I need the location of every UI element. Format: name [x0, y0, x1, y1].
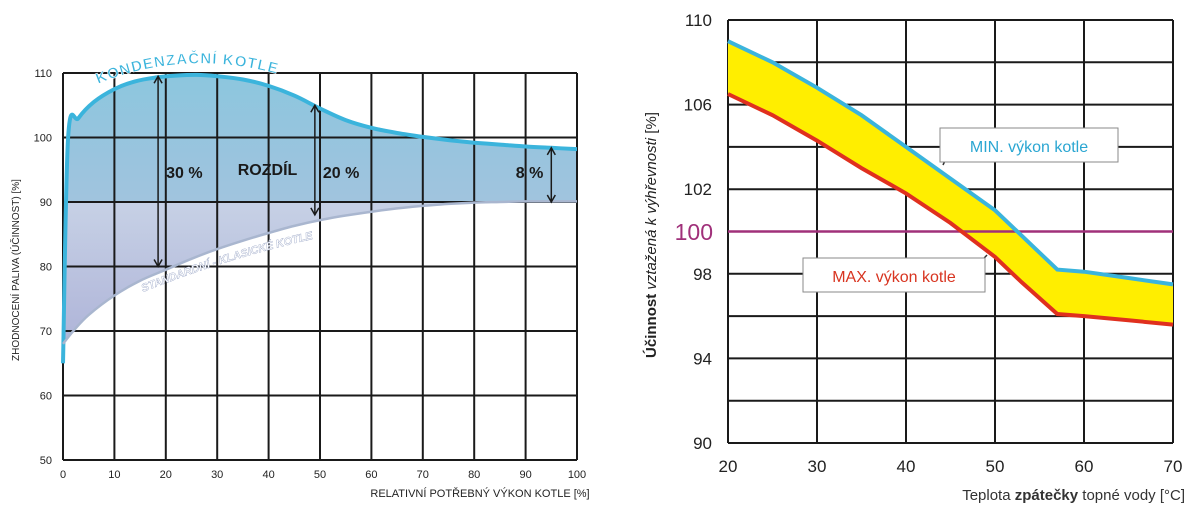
annotation-arrow-top [153, 74, 163, 84]
left-y-tick-label: 80 [40, 262, 52, 274]
right-x-tick-label: 30 [808, 457, 827, 476]
cond-line [61, 72, 578, 364]
right-y-tick-label: 106 [684, 96, 712, 115]
right-y-tick-label: 90 [693, 434, 712, 453]
right-x-tick-label: 50 [986, 457, 1005, 476]
annotation-arrow-bottom [310, 207, 320, 217]
left-y-axis-label: ZHODNOCENÍ PALIVA (ÚČINNOST) [%] [9, 179, 22, 361]
left-annotations: 30 % ROZDÍL 20 % 8 % [153, 74, 556, 269]
annotation-arrow-top [310, 103, 320, 113]
efficiency-band [728, 41, 1173, 325]
left-y-tick-label: 50 [40, 455, 52, 467]
left-y-tick-label: 60 [40, 391, 52, 403]
annotation-label: 20 % [323, 165, 359, 182]
chart-right: 20 30 40 50 60 70 90 94 98 102 106 110 100 MIN. vý… [642, 11, 1185, 504]
right-y-tick-label: 94 [693, 349, 712, 368]
annotation-label: ROZDÍL [238, 160, 298, 179]
reference-label-100: 100 [675, 219, 713, 245]
left-x-tick-label: 10 [108, 469, 120, 481]
left-y-tick-label: 100 [34, 133, 52, 145]
left-y-ticks: 50 60 70 80 90 100 110 [34, 68, 52, 467]
right-y-axis-label: Účinnost vztažená k výhřevnosti [%] [642, 112, 660, 358]
min-callout-box [939, 127, 1119, 163]
left-x-tick-label: 0 [60, 469, 66, 481]
right-y-tick-label: 110 [685, 11, 712, 30]
annotation-arrow-bottom [153, 259, 163, 269]
left-x-tick-label: 30 [211, 469, 223, 481]
left-x-axis-label: RELATIVNÍ POTŘEBNÝ VÝKON KOTLE [%] [370, 487, 589, 500]
annotation-label: 30 % [166, 165, 202, 182]
left-x-tick-label: 70 [417, 469, 429, 481]
right-x-tick-label: 70 [1164, 457, 1183, 476]
left-x-tick-label: 80 [468, 469, 480, 481]
left-y-tick-label: 90 [40, 197, 52, 209]
right-x-tick-label: 60 [1075, 457, 1094, 476]
annotation-arrow-top [546, 146, 556, 156]
left-x-tick-label: 20 [160, 469, 172, 481]
max-callout-box [802, 257, 986, 293]
right-y-tick-label: 102 [684, 180, 712, 199]
left-x-tick-label: 50 [314, 469, 326, 481]
left-x-tick-label: 40 [262, 469, 274, 481]
annotation-arrow-bottom [546, 194, 556, 204]
left-grid [62, 72, 578, 461]
right-x-tick-label: 20 [719, 457, 738, 476]
left-y-tick-label: 110 [34, 68, 52, 80]
right-y-tick-label: 98 [693, 265, 712, 284]
left-x-ticks: 0 10 20 30 40 50 60 70 80 90 100 [60, 469, 586, 481]
min-callout-label: MIN. výkon kotle [970, 139, 1088, 156]
right-x-ticks: 20 30 40 50 60 70 [719, 457, 1183, 476]
std-area [63, 201, 577, 344]
std-line [62, 200, 577, 345]
annotation-label: 8 % [516, 165, 544, 182]
right-y-ticks: 90 94 98 102 106 110 [684, 11, 712, 453]
left-y-tick-label: 70 [40, 326, 52, 338]
chart-left: 0 10 20 30 40 50 60 70 80 90 100 5060708090100110 … [9, 49, 590, 500]
min-line [727, 39, 1174, 287]
left-x-tick-label: 60 [365, 469, 377, 481]
left-x-tick-label: 90 [519, 469, 531, 481]
right-x-axis-label: Teplota zpátečky topné vody [°C] [962, 487, 1185, 504]
max-callout-label: MAX. výkon kotle [832, 269, 956, 286]
right-x-tick-label: 40 [897, 457, 916, 476]
left-x-tick-label: 100 [568, 469, 586, 481]
max-line [727, 92, 1174, 327]
